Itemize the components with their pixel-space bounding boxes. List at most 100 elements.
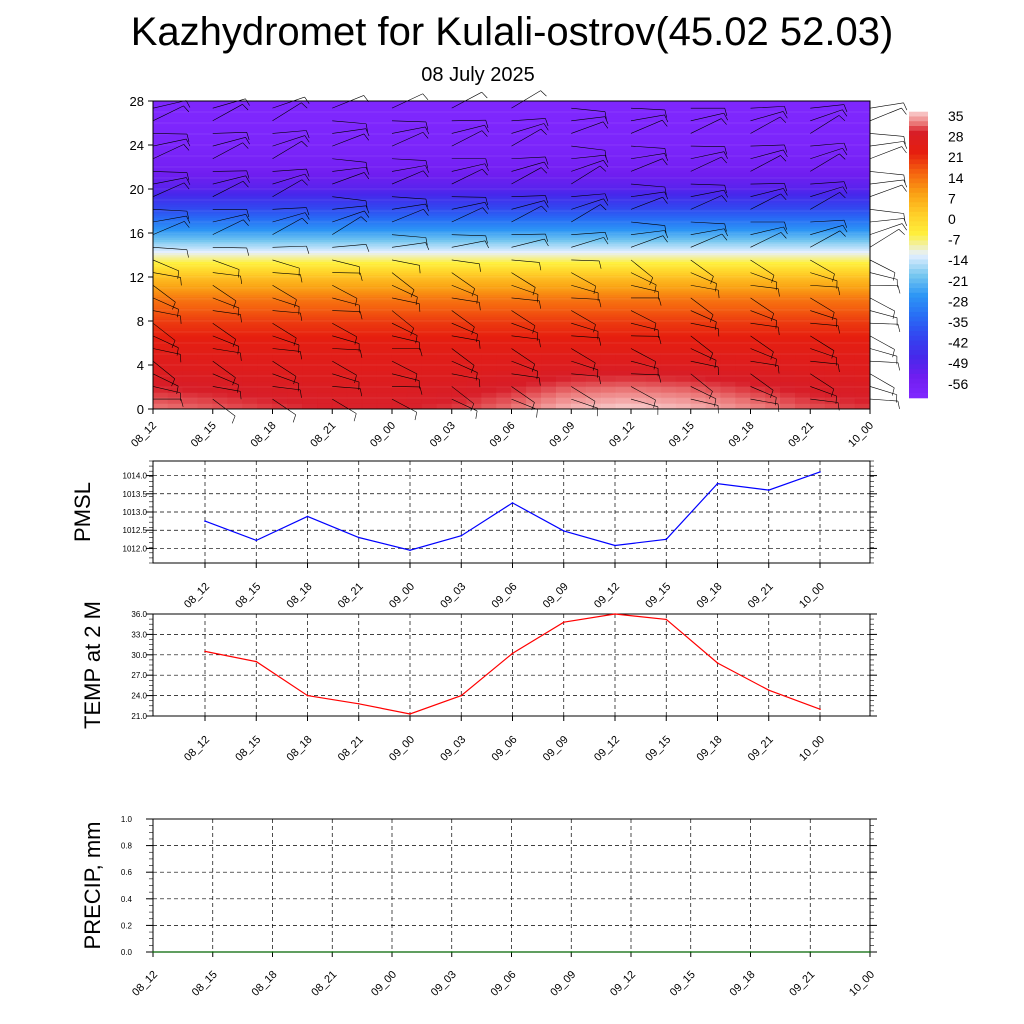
heatmap-surface-cell <box>466 364 482 371</box>
heatmap-surface-cell <box>735 403 751 410</box>
heatmap-surface-cell <box>780 403 796 410</box>
heatmap-surface-cell <box>735 386 751 393</box>
heatmap-surface-cell <box>750 392 766 399</box>
wind-barb-flag <box>782 111 788 119</box>
heatmap-surface-cell <box>242 386 258 393</box>
colorbar-segment <box>909 297 928 303</box>
wind-barb <box>152 285 176 303</box>
wind-barb <box>511 123 545 134</box>
wind-barb-flag <box>664 230 669 239</box>
heatmap-surface-cell <box>809 364 826 371</box>
wind-barb <box>332 196 367 202</box>
heatmap-surface-cell <box>795 397 811 404</box>
heatmap-surface-cell <box>182 353 199 360</box>
wind-barb <box>212 98 246 109</box>
chart-subtitle: 08 July 2025 <box>421 64 535 86</box>
wind-barb-flag <box>784 221 787 230</box>
heatmap-row <box>153 177 870 181</box>
wind-barb-flag <box>186 172 190 181</box>
wind-barb <box>810 230 841 248</box>
wind-barb <box>511 200 545 210</box>
wind-barb-flag <box>598 299 602 308</box>
heatmap-surface-cell <box>795 392 811 399</box>
heatmap-surface-cell <box>720 353 736 360</box>
heatmap-surface-cell <box>421 370 438 377</box>
y-tick-label: 1012.5 <box>123 526 148 535</box>
heatmap-surface-cell <box>466 392 482 399</box>
wind-barb-flag <box>359 349 363 358</box>
heatmap-row <box>153 311 870 315</box>
wind-barb-flag <box>891 387 895 396</box>
heatmap-surface-cell <box>436 403 453 410</box>
wind-barb-flag <box>835 396 837 405</box>
wind-barb-flag <box>232 339 236 347</box>
heatmap-surface-cell <box>526 381 542 388</box>
wind-barb-flag <box>476 295 479 304</box>
heatmap-surface-cell <box>287 397 303 404</box>
heatmap-surface-cell <box>824 375 841 382</box>
wind-barb <box>391 120 426 123</box>
y-tick-label: 4 <box>137 358 144 373</box>
wind-barb-flag <box>777 288 780 297</box>
wind-barb-flag <box>531 364 535 372</box>
data-point <box>255 539 258 542</box>
heatmap-surface-cell <box>406 364 423 371</box>
heatmap-surface-cell <box>675 381 692 388</box>
wind-barb <box>391 297 420 305</box>
heatmap-row <box>153 127 870 130</box>
heatmap-surface-cell <box>421 375 438 382</box>
heatmap-surface-cell <box>302 403 318 410</box>
y-tick-label: 33.0 <box>131 630 147 639</box>
heatmap-row <box>153 122 870 126</box>
wind-barb-flag <box>842 109 848 117</box>
wind-barb-flag <box>485 235 488 244</box>
heatmap-surface-cell <box>541 359 557 366</box>
heatmap-surface-cell <box>854 359 871 366</box>
heatmap-surface-cell <box>406 375 423 382</box>
wind-barb <box>212 335 239 347</box>
wind-barb <box>332 128 366 134</box>
heatmap-surface-cell <box>331 381 348 388</box>
heatmap-surface-cell <box>660 397 677 404</box>
wind-barb <box>212 310 241 315</box>
x-tick-label: 09_21 <box>746 581 776 611</box>
heatmap-surface-cell <box>346 397 363 404</box>
wind-barb <box>571 386 596 402</box>
wind-barb <box>391 310 414 329</box>
heatmap-row <box>153 215 870 218</box>
wind-barb-flag <box>415 297 418 306</box>
wind-barb <box>391 170 424 185</box>
heatmap-surface-cell <box>615 381 632 388</box>
heatmap-row <box>153 322 870 326</box>
heatmap-surface-cell <box>839 375 856 382</box>
heatmap-surface-cell <box>795 364 811 371</box>
heatmap-row <box>153 199 870 203</box>
wind-barb-flag <box>479 302 481 311</box>
heatmap-surface-cell <box>436 386 453 393</box>
wind-barb <box>630 272 657 286</box>
wind-barb-flag <box>245 175 250 183</box>
heatmap-row <box>153 157 870 161</box>
wind-barb-flag <box>245 98 250 106</box>
heatmap-surface-cell <box>556 386 572 393</box>
heatmap-surface-cell <box>795 375 811 382</box>
heatmap-surface-cell <box>660 386 677 393</box>
x-tick-label: 08_18 <box>250 969 280 999</box>
heatmap-surface-cell <box>541 386 557 393</box>
heatmap-surface-cell <box>257 386 273 393</box>
wind-barb-flag <box>365 128 370 137</box>
wind-barb <box>272 212 306 223</box>
heatmap-surface-cell <box>526 375 542 382</box>
x-tick-label: 08_18 <box>285 581 315 611</box>
heatmap-surface-cell <box>287 386 303 393</box>
heatmap-row <box>153 344 870 348</box>
colorbar-segment <box>909 207 928 213</box>
wind-barb-flag <box>662 119 668 127</box>
wind-barb <box>511 233 546 235</box>
wind-barb <box>750 144 785 147</box>
wind-barb-flag <box>545 156 549 165</box>
heatmap-surface-cell <box>526 397 542 404</box>
wind-barb <box>750 284 779 289</box>
wind-barb <box>690 112 724 122</box>
heatmap-surface-cell <box>406 397 423 404</box>
